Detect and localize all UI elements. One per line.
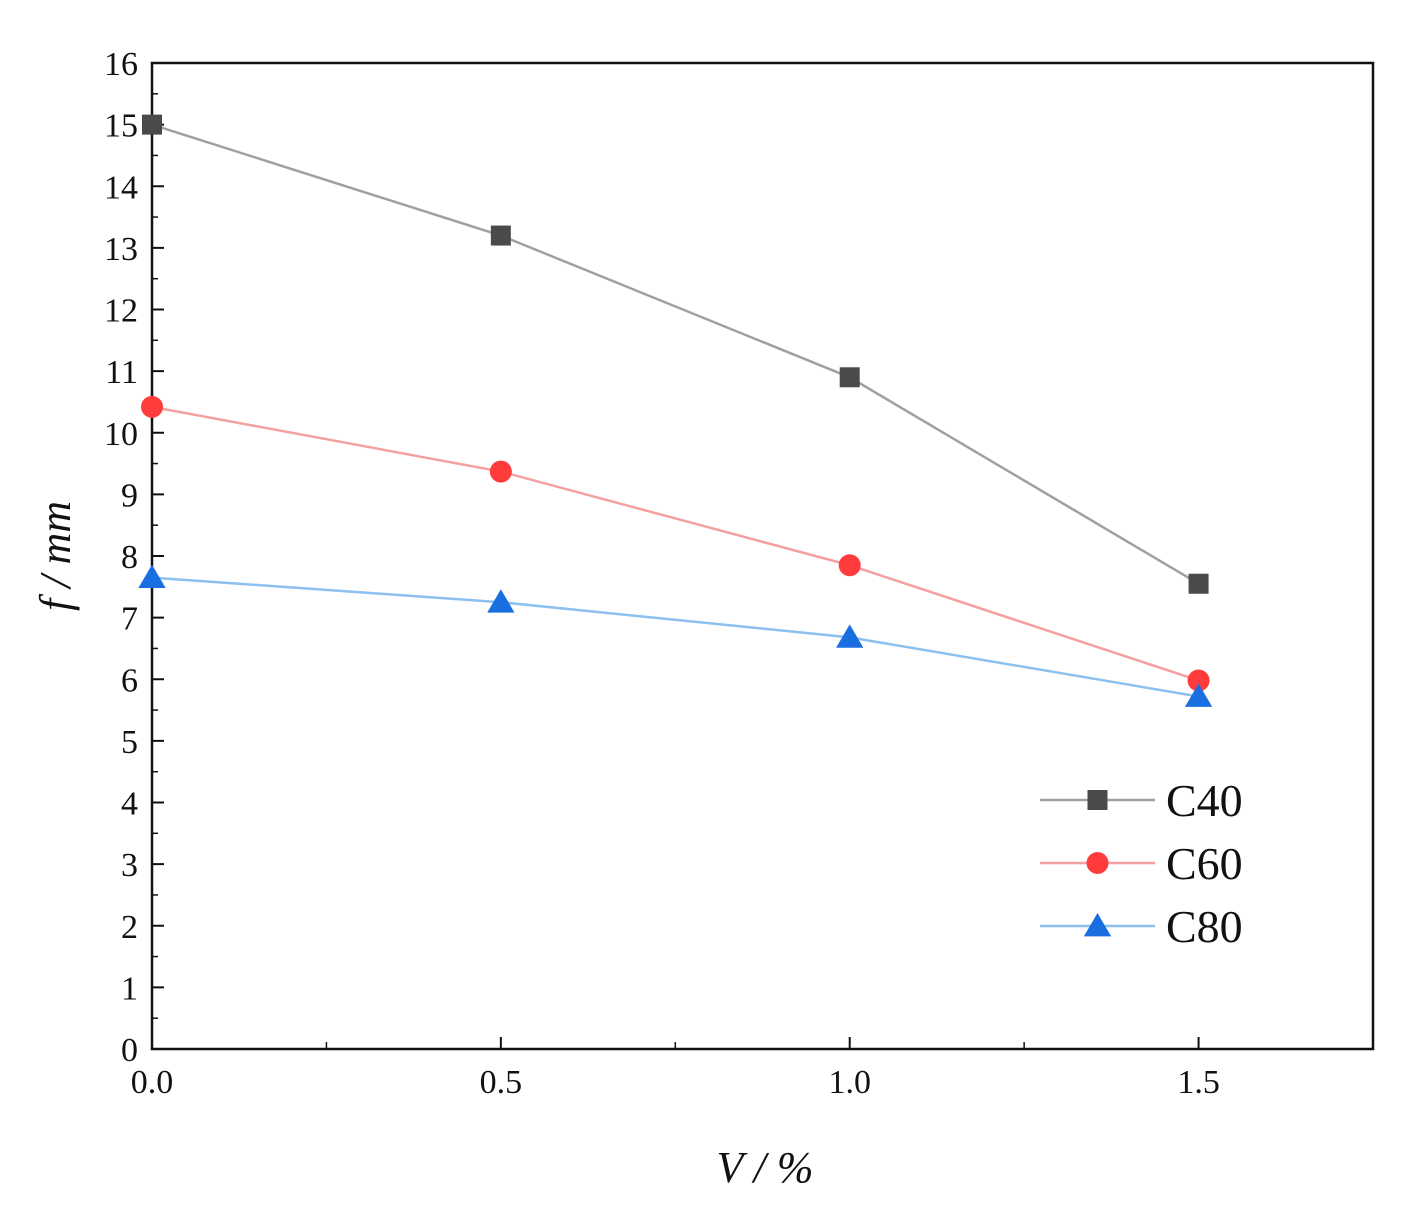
series-line-c60 bbox=[151, 405, 1199, 682]
y-tick-label: 16 bbox=[104, 46, 138, 83]
data-point-c80 bbox=[138, 564, 166, 588]
data-point-c40 bbox=[490, 225, 511, 246]
data-point-c60 bbox=[141, 395, 163, 418]
data-point-c60 bbox=[838, 554, 861, 577]
y-tick-label: 0 bbox=[121, 1032, 138, 1069]
y-tick-label: 10 bbox=[104, 416, 138, 453]
y-tick-label: 12 bbox=[104, 293, 138, 330]
data-point-c80 bbox=[1184, 683, 1213, 707]
y-tick-label: 14 bbox=[104, 169, 138, 206]
y-tick-label: 11 bbox=[105, 354, 138, 391]
y-tick-label: 1 bbox=[121, 970, 138, 1007]
series-line-c40 bbox=[151, 123, 1200, 585]
legend-marker-c60 bbox=[1086, 852, 1109, 874]
y-tick-label: 8 bbox=[121, 539, 138, 576]
y-tick-label: 9 bbox=[121, 477, 138, 514]
x-tick-label: 0.0 bbox=[131, 1064, 174, 1101]
y-tick-label: 5 bbox=[121, 724, 138, 761]
y-tick-label: 7 bbox=[121, 601, 138, 638]
data-point-c40 bbox=[142, 114, 162, 135]
data-point-c40 bbox=[1188, 573, 1209, 594]
y-tick-label: 13 bbox=[104, 231, 138, 268]
data-point-c60 bbox=[489, 460, 512, 483]
data-point-c40 bbox=[839, 367, 860, 388]
y-tick-label: 2 bbox=[121, 909, 138, 946]
y-tick-label: 3 bbox=[121, 847, 138, 884]
data-point-c80 bbox=[836, 624, 864, 648]
x-tick-label: 0.5 bbox=[480, 1064, 523, 1101]
legend-label-c40: C40 bbox=[1166, 775, 1243, 826]
legend: C40 C60 C80 bbox=[1040, 775, 1243, 952]
series-line-c80 bbox=[151, 576, 1199, 698]
data-point-c80 bbox=[487, 589, 515, 613]
data-point-c60 bbox=[1187, 669, 1210, 692]
legend-label-c60: C60 bbox=[1166, 838, 1243, 889]
legend-label-c80: C80 bbox=[1166, 901, 1243, 952]
legend-marker-c40 bbox=[1087, 790, 1108, 810]
y-axis-title: f / mm bbox=[31, 501, 80, 611]
x-tick-label: 1.0 bbox=[828, 1064, 871, 1101]
series-group bbox=[138, 114, 1213, 707]
x-tick-label: 1.5 bbox=[1177, 1064, 1220, 1101]
y-tick-label: 4 bbox=[121, 786, 138, 823]
legend-marker-c80 bbox=[1083, 913, 1112, 937]
x-axis-title: V / % bbox=[717, 1143, 814, 1192]
y-tick-label: 15 bbox=[104, 108, 138, 145]
y-tick-label: 6 bbox=[121, 662, 138, 699]
